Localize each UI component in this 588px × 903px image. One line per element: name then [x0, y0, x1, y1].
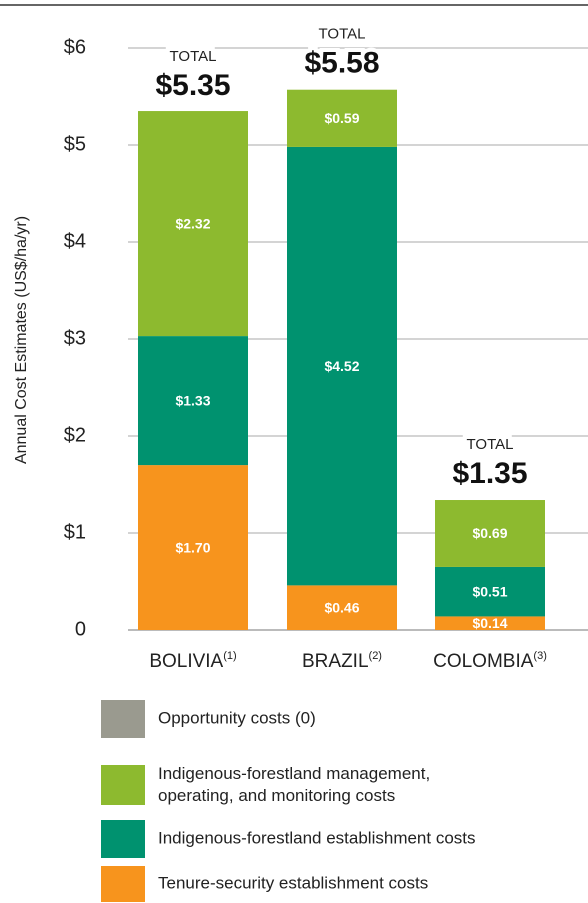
- x-tick-label: BOLIVIA(1): [149, 650, 236, 672]
- segment-label: $0.59: [324, 110, 359, 126]
- total-label: $5.35: [155, 69, 230, 102]
- segment-label: $0.51: [472, 583, 507, 599]
- category-name: BOLIVIA: [149, 651, 223, 672]
- bar-segment: [287, 585, 397, 630]
- legend-label: Indigenous-forestland management, operati…: [158, 764, 430, 805]
- category-note: (1): [223, 650, 236, 662]
- legend-swatch: [101, 820, 145, 858]
- x-tick-label: BRAZIL(2): [302, 650, 382, 672]
- bar-segment: [435, 616, 545, 630]
- category-note: (2): [369, 650, 382, 662]
- y-tick-label: $1: [64, 521, 86, 543]
- legend-swatch: [101, 866, 145, 902]
- bar-segment: [138, 111, 248, 337]
- total-label: $5.58: [304, 47, 379, 80]
- category-note: (3): [533, 650, 546, 662]
- bar-segment: [287, 89, 397, 147]
- legend-swatch: [101, 765, 145, 805]
- bar-segment: [435, 500, 545, 567]
- segment-label: $0.14: [472, 615, 507, 631]
- total-label: $1.35: [452, 457, 527, 490]
- y-tick-label: $4: [64, 230, 86, 252]
- segment-label: $1.70: [175, 539, 210, 555]
- legend-label: Opportunity costs (0): [158, 708, 316, 727]
- segment-label: $4.52: [324, 358, 359, 374]
- bar-segment: [138, 465, 248, 630]
- y-tick-label: 0: [75, 618, 86, 640]
- segment-label: $2.32: [175, 215, 210, 231]
- y-tick-label: $2: [64, 424, 86, 446]
- total-caption: TOTAL: [467, 436, 514, 453]
- category-name: BRAZIL: [302, 651, 369, 672]
- bar-segment: [138, 336, 248, 466]
- y-axis-label: Annual Cost Estimates (US$/ha/yr): [13, 216, 30, 464]
- y-tick-label: $6: [64, 36, 86, 58]
- x-tick-label: COLOMBIA(3): [433, 650, 547, 672]
- legend-label: Tenure-security establishment costs: [158, 873, 428, 892]
- bar-segment: [435, 566, 545, 617]
- bar-segment: [287, 146, 397, 586]
- category-name: COLOMBIA: [433, 651, 534, 672]
- legend-label: Indigenous-forestland establishment cost…: [158, 828, 476, 847]
- y-tick-label: $3: [64, 327, 86, 349]
- segment-label: $0.46: [324, 599, 359, 615]
- y-tick-label: $5: [64, 133, 86, 155]
- total-caption: TOTAL: [170, 48, 217, 65]
- total-caption: TOTAL: [319, 26, 366, 43]
- segment-label: $1.33: [175, 392, 210, 408]
- segment-label: $0.69: [472, 525, 507, 541]
- legend-swatch: [101, 700, 145, 738]
